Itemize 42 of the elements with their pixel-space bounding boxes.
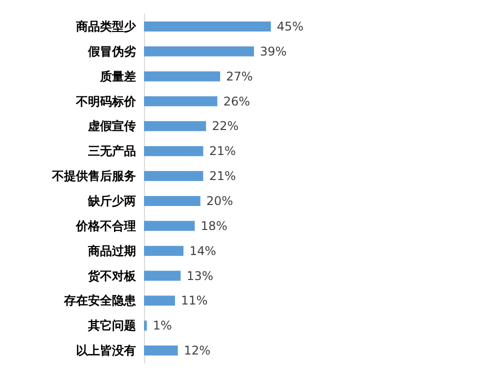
y-tick-label: 质量差 xyxy=(99,69,136,84)
data-label: 21% xyxy=(209,144,236,158)
data-label: 39% xyxy=(260,44,287,58)
bar xyxy=(144,171,204,182)
bar xyxy=(144,270,181,281)
data-label: 14% xyxy=(189,244,216,258)
bar xyxy=(144,220,195,231)
data-label: 12% xyxy=(184,344,211,358)
y-tick-label: 以上皆没有 xyxy=(76,344,136,358)
y-tick-label: 虚假宣传 xyxy=(87,119,136,134)
data-label: 11% xyxy=(181,294,208,308)
y-tick-label: 不提供售后服务 xyxy=(51,169,136,184)
bar xyxy=(144,320,147,331)
bar xyxy=(144,71,220,82)
y-tick-label: 价格不合理 xyxy=(75,218,136,233)
y-tick-label: 货不对板 xyxy=(87,268,137,283)
bar xyxy=(144,196,200,206)
y-tick-label: 假冒伪劣 xyxy=(87,44,137,58)
bar xyxy=(144,121,206,132)
data-label: 22% xyxy=(212,119,239,134)
bar xyxy=(144,246,184,256)
bar xyxy=(144,96,218,106)
y-tick-label: 商品过期 xyxy=(87,244,136,258)
data-label: 21% xyxy=(209,169,236,184)
bar xyxy=(144,346,178,356)
y-tick-label: 三无产品 xyxy=(88,144,136,158)
y-tick-label: 存在安全隐患 xyxy=(63,294,137,308)
bar xyxy=(144,146,204,156)
y-tick-label: 缺斤少两 xyxy=(87,194,136,208)
data-label: 45% xyxy=(276,19,304,34)
bar xyxy=(144,296,176,306)
data-label: 27% xyxy=(226,69,253,84)
y-tick-label: 其它问题 xyxy=(87,318,136,333)
data-label: 13% xyxy=(186,268,214,283)
y-tick-label: 不明码标价 xyxy=(75,94,137,108)
y-tick-label: 商品类型少 xyxy=(75,19,137,34)
bar xyxy=(144,21,271,32)
data-label: 1% xyxy=(152,318,172,333)
bar xyxy=(144,46,254,56)
data-label: 26% xyxy=(223,94,250,108)
data-label: 20% xyxy=(206,194,234,208)
data-label: 18% xyxy=(200,218,228,233)
